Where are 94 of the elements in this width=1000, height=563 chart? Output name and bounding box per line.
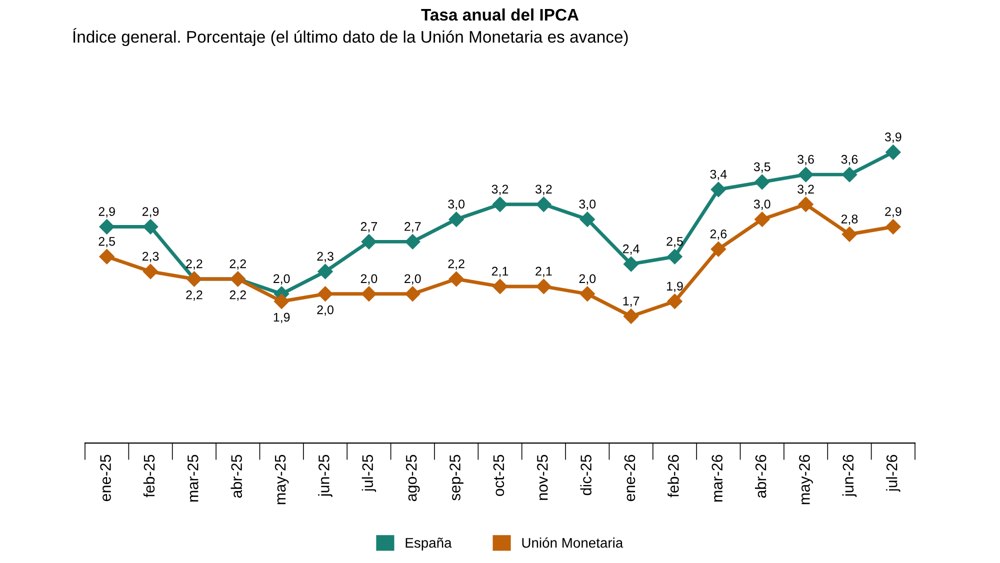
data-label: 2,9	[98, 207, 115, 218]
data-label: 1,7	[623, 296, 640, 307]
x-tick-label: may-26	[799, 454, 813, 504]
point	[710, 242, 726, 257]
point	[667, 249, 682, 264]
data-label: 2,1	[536, 266, 552, 278]
data-label: 2,2	[230, 290, 246, 301]
data-label: 2,1	[492, 266, 508, 278]
data-label: 2,3	[317, 252, 334, 262]
data-label: 2,3	[142, 252, 159, 262]
data-label: 2,0	[317, 305, 334, 316]
data-label: 3,9	[884, 132, 902, 143]
legend-label: España	[406, 538, 452, 550]
x-tick-label: ene-26	[624, 454, 636, 502]
point	[623, 256, 639, 272]
data-label: 2,5	[666, 236, 683, 248]
x-tick-label: abr-25	[230, 454, 242, 498]
data-label: 1,9	[667, 282, 683, 292]
data-label: 2,2	[186, 259, 202, 270]
x-tick-label: dic-25	[580, 454, 592, 496]
point	[886, 144, 901, 160]
data-label: 2,2	[448, 259, 464, 270]
x-tick-label: may-25	[274, 454, 289, 504]
point	[536, 278, 552, 294]
x-tick-label: feb-25	[143, 454, 155, 498]
data-label: 3,0	[579, 200, 596, 210]
x-tick-label: ago-25	[406, 454, 420, 502]
point	[99, 219, 114, 234]
point	[798, 167, 814, 182]
x-tick-label: jun-26	[842, 454, 857, 498]
data-label: 2,8	[841, 214, 858, 225]
data-label: 2,0	[579, 274, 596, 285]
data-label: 2,9	[142, 207, 159, 218]
x-tick-label: oct-25	[493, 454, 504, 496]
point	[492, 196, 508, 212]
x-tick-label: ene-25	[100, 454, 111, 502]
data-label: 3,0	[754, 200, 770, 210]
x-tick-label: abr-26	[754, 454, 766, 498]
point	[580, 212, 595, 227]
x-tick-label: jul-25	[362, 454, 376, 492]
x-tick-label: nov-25	[536, 454, 548, 500]
chart-subtitle: Índice general. Porcentaje (el último dato de la Unión Monetaria es avance)	[73, 28, 628, 46]
data-label: 2,2	[186, 290, 202, 301]
data-label: 3,4	[710, 170, 727, 180]
data-label: 1,9	[274, 312, 290, 324]
data-label: 2,4	[622, 244, 640, 255]
chart-title: Tasa anual del IPCA	[421, 8, 579, 21]
data-label: 3,2	[492, 184, 508, 196]
data-label: 2,2	[230, 259, 246, 270]
point	[274, 294, 290, 309]
x-tick-label: feb-26	[668, 454, 679, 498]
point	[142, 264, 158, 280]
x-tick-label: mar-25	[187, 454, 198, 502]
point	[667, 294, 682, 309]
data-label: 2,7	[360, 222, 378, 232]
data-label: 2,6	[710, 230, 727, 240]
data-label: 3,2	[535, 184, 552, 196]
x-tick-label: mar-26	[712, 454, 723, 502]
data-label: 2,7	[404, 222, 421, 232]
data-label: 2,5	[98, 236, 116, 248]
point	[448, 212, 464, 227]
point	[623, 308, 639, 324]
point	[99, 249, 114, 264]
point	[798, 196, 814, 212]
point	[361, 286, 377, 302]
point	[318, 286, 333, 302]
point	[492, 278, 508, 294]
data-label: 3,6	[798, 154, 814, 166]
point	[842, 226, 858, 242]
point	[710, 182, 726, 198]
point	[886, 219, 901, 234]
point	[405, 286, 420, 302]
legend-label: Unión Monetaria	[522, 537, 624, 548]
data-label: 3,0	[448, 200, 465, 210]
point	[580, 286, 595, 302]
point	[754, 212, 770, 227]
data-label: 2,9	[885, 207, 902, 218]
data-label: 2,0	[404, 274, 421, 285]
data-label: 3,5	[754, 162, 770, 173]
data-label: 3,2	[798, 184, 814, 196]
data-label: 3,6	[841, 154, 858, 166]
point	[842, 167, 858, 182]
x-tick-label: jul-26	[886, 454, 900, 492]
point	[448, 271, 464, 287]
point	[142, 219, 158, 234]
x-tick-label: jun-25	[318, 454, 332, 498]
point	[361, 234, 377, 250]
point	[536, 196, 552, 212]
x-tick-label: sep-25	[450, 454, 464, 500]
point	[405, 234, 420, 250]
data-label: 2,0	[274, 274, 290, 285]
point	[318, 264, 333, 280]
data-label: 2,0	[360, 274, 378, 285]
point	[754, 174, 770, 190]
